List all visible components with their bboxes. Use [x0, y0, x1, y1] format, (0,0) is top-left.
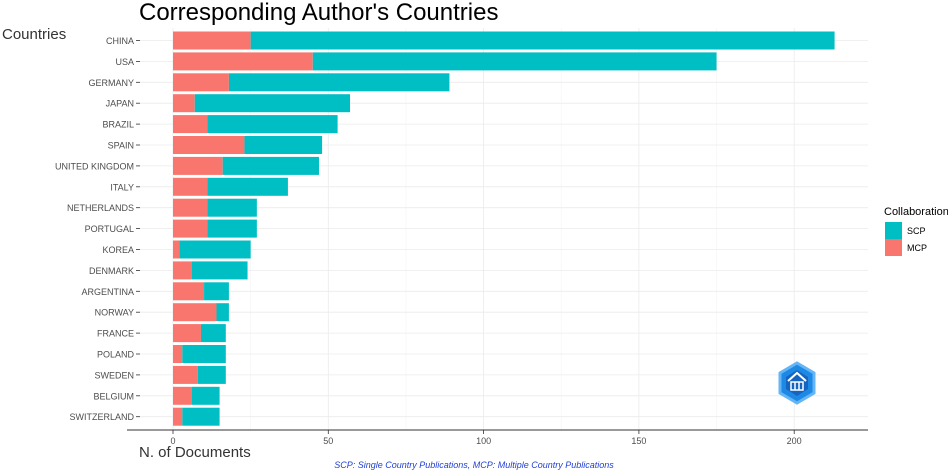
y-tick-label: SWEDEN — [94, 370, 134, 380]
bar-mcp-france — [173, 324, 201, 343]
legend: Collaboration SCP MCP — [884, 206, 948, 256]
chart-caption: SCP: Single Country Publications, MCP: M… — [334, 460, 614, 470]
bar-mcp-sweden — [173, 365, 198, 384]
y-tick-labels: CHINA USA GERMANY JAPAN BRAZIL SPAIN UNITED KI… — [55, 36, 140, 422]
x-tick-label: 50 — [323, 436, 333, 446]
x-tick-labels: 0 50 100 150 200 — [170, 430, 802, 446]
legend-title: Collaboration — [884, 206, 948, 218]
bar-mcp-korea — [173, 240, 180, 259]
bar-mcp-united-kingdom — [173, 156, 223, 175]
bar-mcp-poland — [173, 345, 183, 363]
chart-title: Corresponding Author's Countries — [139, 0, 498, 26]
y-tick-label: SWITZERLAND — [69, 412, 134, 422]
y-tick-label: USA — [115, 57, 134, 67]
bar-mcp-germany — [173, 73, 229, 92]
legend-swatch-mcp — [885, 239, 902, 256]
bibliometrix-hexagon-icon — [778, 361, 816, 405]
x-tick-label: 200 — [787, 436, 802, 446]
y-tick-label: JAPAN — [106, 99, 134, 109]
bar-scp-germany — [228, 73, 450, 92]
bar-scp-switzerland — [182, 407, 220, 426]
bar-mcp-china — [173, 31, 251, 50]
bar-scp-brazil — [207, 115, 338, 134]
bar-mcp-italy — [173, 177, 208, 196]
y-tick-label: UNITED KINGDOM — [55, 161, 134, 171]
bar-mcp-portugal — [173, 219, 208, 238]
y-tick-label: ARGENTINA — [81, 287, 134, 297]
y-tick-label: KOREA — [102, 245, 134, 255]
x-tick-label: 150 — [631, 436, 646, 446]
bar-mcp-usa — [173, 52, 313, 71]
bar-mcp-belgium — [173, 386, 192, 405]
bar-scp-norway — [216, 303, 229, 322]
y-tick-label: BELGIUM — [93, 391, 134, 401]
y-tick-label: NORWAY — [95, 308, 134, 318]
bar-mcp-brazil — [173, 115, 208, 134]
y-tick-label: POLAND — [97, 350, 135, 360]
bar-scp-japan — [194, 94, 351, 113]
bar-scp-sweden — [197, 365, 226, 384]
bar-scp-italy — [207, 177, 288, 196]
x-axis-title: N. of Documents — [139, 444, 251, 461]
bar-scp-china — [250, 31, 835, 50]
y-tick-label: PORTUGAL — [85, 224, 134, 234]
legend-label-scp: SCP — [907, 226, 926, 236]
bar-scp-argentina — [204, 282, 229, 301]
bars — [173, 31, 835, 426]
bar-scp-denmark — [191, 261, 248, 280]
y-tick-label: SPAIN — [108, 141, 134, 151]
y-tick-label: DENMARK — [89, 266, 134, 276]
bar-scp-united-kingdom — [222, 156, 319, 175]
bar-mcp-denmark — [173, 261, 192, 280]
bar-scp-netherlands — [207, 198, 257, 217]
x-tick-label: 100 — [476, 436, 491, 446]
bar-mcp-netherlands — [173, 198, 208, 217]
bar-mcp-japan — [173, 94, 195, 113]
bar-mcp-argentina — [173, 282, 205, 301]
bar-scp-poland — [182, 345, 226, 363]
y-tick-label: GERMANY — [88, 78, 134, 88]
bar-scp-portugal — [207, 219, 257, 238]
y-axis-title: Countries — [2, 26, 66, 43]
bar-scp-korea — [179, 240, 251, 259]
y-tick-label: CHINA — [106, 36, 134, 46]
bar-scp-spain — [244, 136, 323, 154]
bar-scp-usa — [312, 52, 717, 71]
legend-swatch-scp — [885, 222, 902, 239]
bar-scp-belgium — [191, 386, 220, 405]
bar-scp-france — [200, 324, 226, 343]
bar-mcp-norway — [173, 303, 217, 322]
bar-mcp-switzerland — [173, 407, 183, 426]
y-tick-label: BRAZIL — [102, 120, 134, 130]
y-tick-label: NETHERLANDS — [67, 203, 134, 213]
y-tick-label: ITALY — [110, 182, 134, 192]
bar-mcp-spain — [173, 136, 245, 154]
y-tick-label: FRANCE — [97, 329, 134, 339]
legend-label-mcp: MCP — [907, 243, 927, 253]
x-tick-label: 0 — [170, 436, 175, 446]
